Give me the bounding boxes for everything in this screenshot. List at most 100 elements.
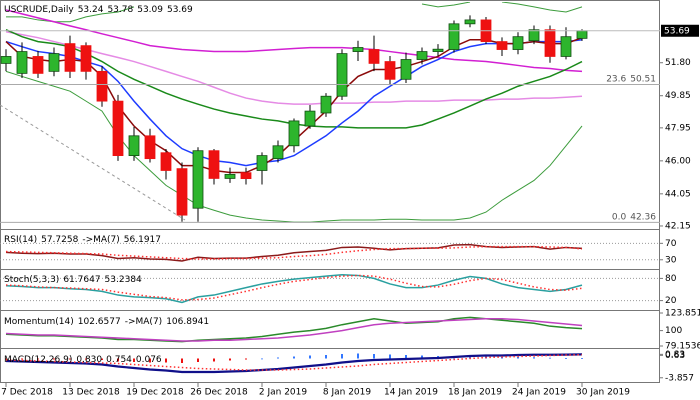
histogram-bar (533, 357, 535, 359)
panel-title: MACD(12,26,9) 0.830 0.754 0.076 (4, 355, 162, 365)
title-part: RSI(14) (4, 235, 37, 245)
histogram-bar (261, 358, 263, 360)
panel-title: USCRUDE,Daily 53.24 53.78 53.09 53.69 (4, 5, 193, 15)
histogram-bar (309, 355, 311, 359)
candle-body (176, 168, 188, 216)
title-part: 53.2384 (105, 275, 142, 285)
indicator-line (5, 29, 583, 129)
candle-body (528, 29, 540, 42)
title-part: 56.1917 (124, 235, 161, 245)
title-part: ->MA(7) (82, 235, 119, 245)
candle-body (400, 59, 412, 80)
candle-body (112, 100, 124, 156)
histogram-bar (245, 358, 247, 360)
histogram-bar (357, 353, 359, 359)
histogram-bar (325, 355, 327, 359)
candle-body (512, 36, 524, 50)
current-price-label: 53.69 (664, 26, 690, 36)
x-tick-label: 2 Jan 2019 (259, 388, 307, 398)
candle-body (368, 49, 380, 64)
candle-body (336, 53, 348, 97)
title-part: MACD(12,26,9) (4, 355, 72, 365)
plot-frame (0, 0, 660, 383)
histogram-bar (133, 358, 135, 362)
candle-body (48, 53, 60, 72)
histogram-bar (117, 358, 119, 362)
histogram-bar (405, 355, 407, 359)
candle-body (496, 41, 508, 50)
candle-body (160, 152, 172, 171)
histogram-bar (213, 358, 215, 362)
title-part: Momentum(14) (4, 317, 74, 327)
candle-body (304, 110, 316, 127)
candle-body (288, 120, 300, 147)
histogram-bar (517, 357, 519, 359)
indicator-line (6, 2, 583, 23)
x-tick-label: 8 Jan 2019 (323, 388, 371, 398)
y-tick-label: 51.80 (665, 58, 691, 68)
candle-body (560, 36, 572, 57)
y-tick-label: 100 (665, 326, 682, 336)
histogram-bar (165, 358, 167, 363)
title-part: 53.78 (107, 5, 133, 15)
indicator-line (5, 245, 583, 260)
histogram-bar (549, 357, 551, 359)
fib-label: 23.6 50.51 (606, 74, 656, 84)
candle-body (144, 135, 156, 160)
histogram-bar (197, 358, 199, 362)
title-part: 0.076 (136, 355, 162, 365)
histogram-bar (101, 358, 103, 360)
histogram-bar (229, 358, 231, 361)
candle-body (544, 29, 556, 57)
histogram-bar (21, 358, 23, 360)
indicator-line (5, 353, 583, 371)
title-part: 106.8941 (166, 317, 209, 327)
indicator-line (5, 318, 583, 342)
fib-price: 50.51 (630, 74, 656, 84)
candle-body (320, 95, 332, 114)
title-part: USCRUDE,Daily (4, 5, 74, 15)
title-part: ->MA(7) (125, 317, 162, 327)
histogram-bar (293, 356, 295, 359)
fib-ratio: 23.6 (606, 74, 626, 84)
x-tick-label: 7 Dec 2018 (1, 388, 53, 398)
y-tick-label: 46.00 (665, 156, 691, 166)
price-layer (0, 2, 588, 223)
x-tick-label: 26 Dec 2018 (190, 388, 248, 398)
histogram-bar (5, 358, 7, 360)
x-tick-label: 13 Dec 2018 (62, 388, 120, 398)
histogram-bar (469, 356, 471, 359)
y-tick-label: 20 (665, 296, 677, 306)
title-part: 57.7258 (41, 235, 78, 245)
candle-body (16, 51, 28, 74)
candle-body (32, 56, 44, 74)
y-tick-label: -3.857 (665, 373, 694, 383)
histogram-bar (373, 354, 375, 359)
panel-title: Momentum(14) 102.6577 ->MA(7) 106.8941 (4, 317, 209, 327)
y-tick-label: 42.15 (665, 221, 691, 231)
histogram-bar (37, 358, 39, 360)
y-tick-label: 47.95 (665, 123, 691, 133)
y-tick-label: 49.85 (665, 91, 691, 101)
panel-title: RSI(14) 57.7258 ->MA(7) 56.1917 (4, 235, 161, 245)
title-part: Stoch(5,3,3) (4, 275, 59, 285)
y-tick-label: 70 (665, 239, 677, 249)
candle-body (0, 56, 12, 64)
histogram-bar (181, 358, 183, 363)
histogram-bar (85, 358, 87, 360)
title-part: 102.6577 (78, 317, 121, 327)
candle-body (384, 61, 396, 80)
candle-body (240, 172, 252, 180)
panel-title: Stoch(5,3,3) 61.7647 53.2384 (4, 275, 142, 285)
indicator-line (5, 243, 583, 262)
histogram-bar (421, 355, 423, 359)
indicator-line (5, 353, 583, 374)
candle-body (272, 145, 284, 160)
fib-label: 0.0 42.36 (612, 212, 656, 222)
candle-body (192, 150, 204, 209)
x-tick-label: 30 Jan 2019 (576, 388, 630, 398)
fib-price: 42.36 (630, 212, 656, 222)
title-part: 53.24 (78, 5, 104, 15)
y-tick-label: 80 (665, 274, 677, 284)
